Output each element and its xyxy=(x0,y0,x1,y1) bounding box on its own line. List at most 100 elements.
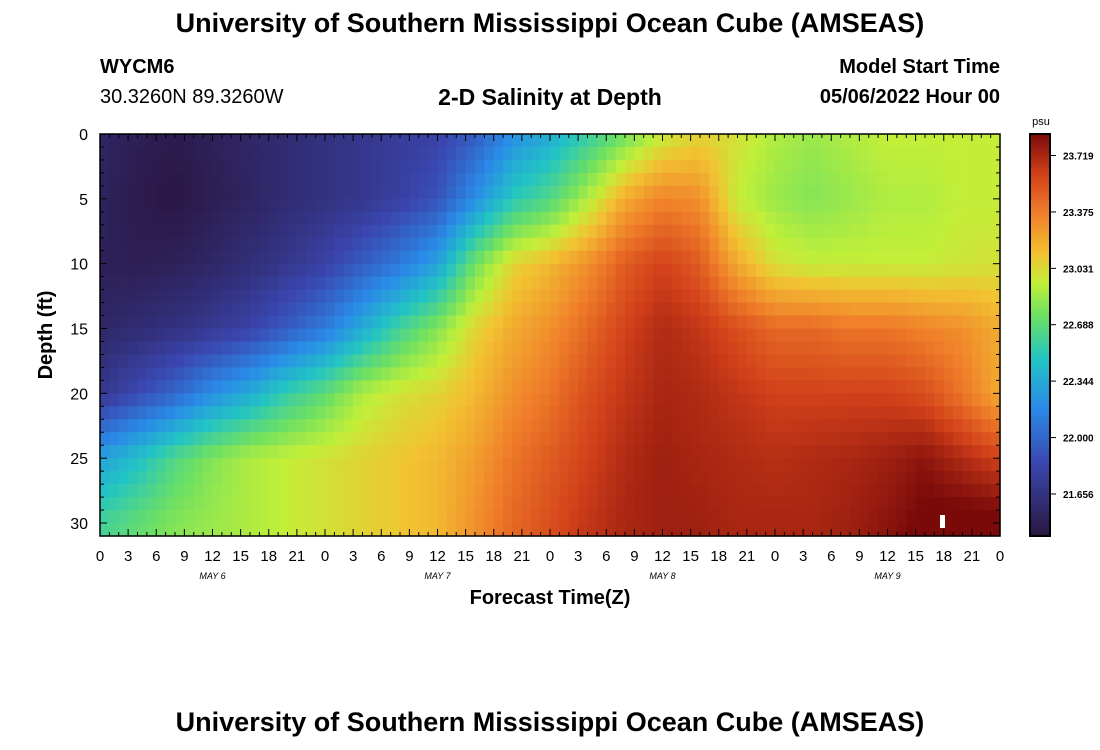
heatmap-cell xyxy=(287,237,298,252)
heatmap-cell xyxy=(559,510,570,524)
heatmap-cell xyxy=(971,328,982,343)
heatmap-cell xyxy=(475,419,485,433)
heatmap-cell xyxy=(475,380,485,394)
heatmap-cell xyxy=(662,224,673,239)
heatmap-cell xyxy=(428,484,439,498)
heatmap-cell xyxy=(362,354,373,369)
heatmap-cell xyxy=(371,393,382,407)
heatmap-cell xyxy=(662,211,673,226)
heatmap-cell xyxy=(287,146,298,161)
heatmap-cell xyxy=(156,497,167,511)
heatmap-cell xyxy=(868,276,879,291)
heatmap-cell xyxy=(568,289,579,304)
heatmap-cell xyxy=(465,185,476,200)
heatmap-cell xyxy=(878,393,889,407)
heatmap-cell xyxy=(775,367,785,381)
heatmap-cell xyxy=(381,302,392,317)
heatmap-cell xyxy=(653,367,664,381)
heatmap-cell xyxy=(306,159,317,174)
heatmap-cell xyxy=(962,341,973,356)
heatmap-cell xyxy=(231,406,242,420)
heatmap-cell xyxy=(700,315,710,330)
heatmap-cell xyxy=(325,419,335,433)
heatmap-cell xyxy=(962,198,973,213)
heatmap-cell xyxy=(400,172,410,187)
heatmap-cell xyxy=(484,237,495,252)
heatmap-cell xyxy=(728,263,739,278)
heatmap-cell xyxy=(718,315,729,330)
heatmap-cell xyxy=(615,315,626,330)
heatmap-cell xyxy=(428,497,439,511)
heatmap-cell xyxy=(334,354,345,369)
heatmap-cell xyxy=(306,510,317,524)
heatmap-cell xyxy=(512,458,523,472)
heatmap-cell xyxy=(981,134,992,148)
heatmap-cell xyxy=(934,237,945,252)
heatmap-cell xyxy=(943,380,954,394)
heatmap-cell xyxy=(634,484,645,498)
heatmap-cell xyxy=(868,159,879,174)
heatmap-cell xyxy=(775,419,785,433)
heatmap-cell xyxy=(990,341,1001,356)
heatmap-cell xyxy=(118,419,129,433)
heatmap-cell xyxy=(643,380,654,394)
heatmap-cell xyxy=(165,198,176,213)
heatmap-cell xyxy=(128,159,139,174)
heatmap-cell xyxy=(296,276,307,291)
heatmap-cell xyxy=(418,146,429,161)
heatmap-cell xyxy=(475,250,485,265)
heatmap-cell xyxy=(578,354,589,369)
heatmap-cell xyxy=(775,471,785,485)
heatmap-cell xyxy=(709,134,720,148)
heatmap-cell xyxy=(850,134,860,148)
heatmap-cell xyxy=(868,315,879,330)
heatmap-cell xyxy=(446,419,457,433)
heatmap-cell xyxy=(109,328,120,343)
heatmap-cell xyxy=(906,302,917,317)
heatmap-cell xyxy=(568,302,579,317)
heatmap-cell xyxy=(765,172,776,187)
heatmap-cell xyxy=(671,302,682,317)
heatmap-cell xyxy=(671,146,682,161)
heatmap-cell xyxy=(681,146,692,161)
heatmap-cell xyxy=(709,198,720,213)
heatmap-cell xyxy=(812,237,823,252)
heatmap-cell xyxy=(971,406,982,420)
heatmap-cell xyxy=(868,341,879,356)
heatmap-cell xyxy=(550,523,560,537)
heatmap-cell xyxy=(953,471,964,485)
heatmap-cell xyxy=(484,510,495,524)
heatmap-cell xyxy=(925,302,935,317)
heatmap-cell xyxy=(390,224,401,239)
heatmap-cell xyxy=(934,224,945,239)
heatmap-cell xyxy=(240,432,251,446)
heatmap-cell xyxy=(643,458,654,472)
heatmap-cell xyxy=(625,224,635,239)
heatmap-cell xyxy=(643,159,654,174)
heatmap-cell xyxy=(137,289,148,304)
heatmap-cell xyxy=(990,134,1001,148)
heatmap-cell xyxy=(306,458,317,472)
heatmap-cell xyxy=(343,380,354,394)
heatmap-cell xyxy=(887,159,898,174)
heatmap-cell xyxy=(268,328,279,343)
heatmap-cell xyxy=(418,380,429,394)
heatmap-cell xyxy=(981,146,992,161)
heatmap-cell xyxy=(850,354,860,369)
heatmap-cell xyxy=(840,146,851,161)
heatmap-cell xyxy=(418,302,429,317)
heatmap-cell xyxy=(625,134,635,148)
heatmap-cell xyxy=(596,445,607,459)
heatmap-cell xyxy=(943,198,954,213)
heatmap-cell xyxy=(165,510,176,524)
heatmap-cell xyxy=(765,393,776,407)
heatmap-cell xyxy=(503,497,514,511)
heatmap-cell xyxy=(503,523,514,537)
heatmap-cell xyxy=(353,484,364,498)
heatmap-cell xyxy=(137,159,148,174)
heatmap-cell xyxy=(212,224,223,239)
heatmap-cell xyxy=(184,510,195,524)
heatmap-cell xyxy=(184,250,195,265)
heatmap-cell xyxy=(784,263,795,278)
